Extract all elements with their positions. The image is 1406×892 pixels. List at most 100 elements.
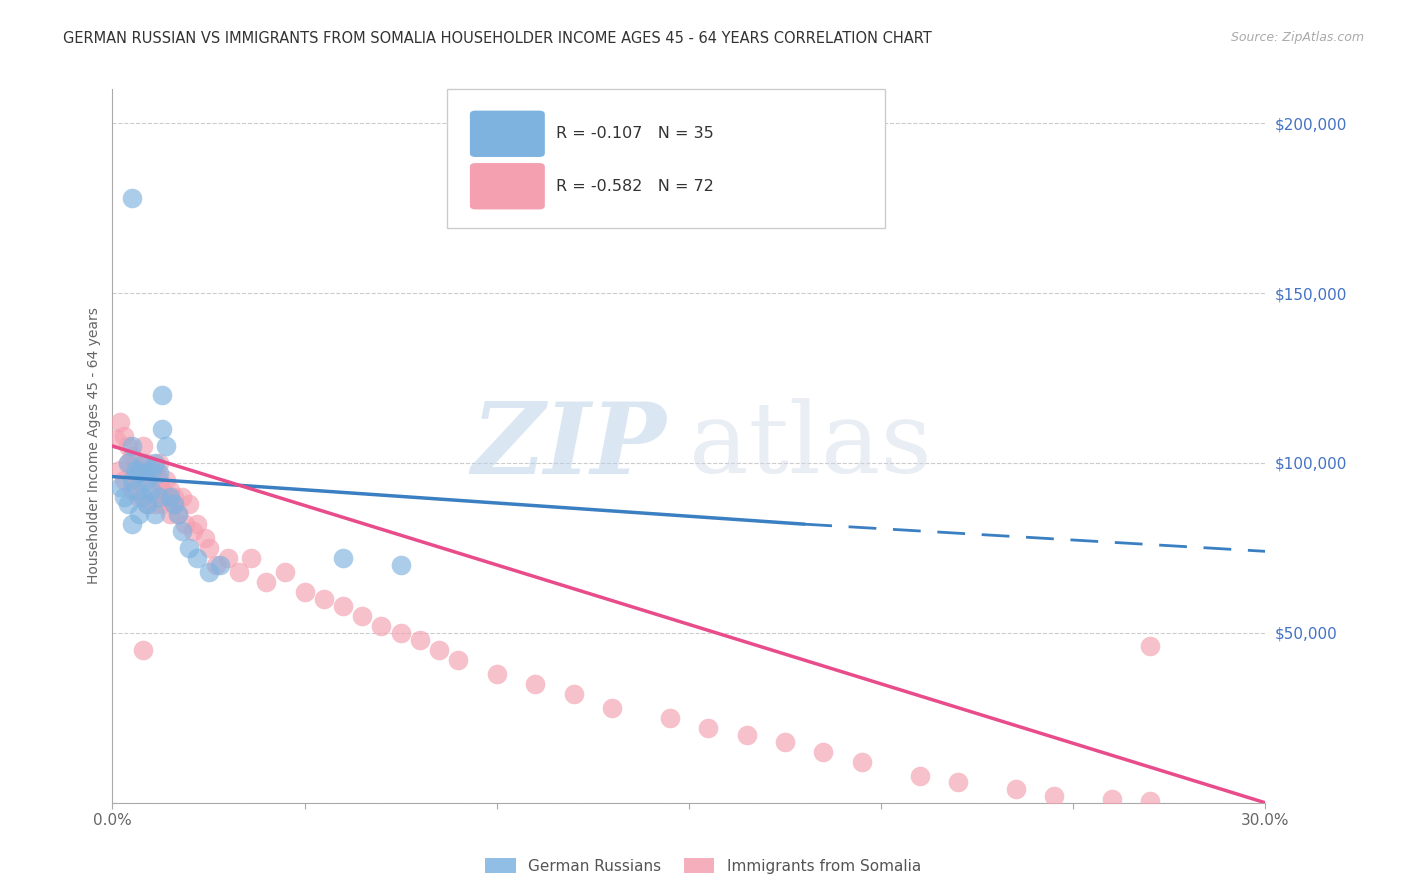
Point [121, 473, 143, 487]
Point [209, 558, 232, 572]
Point [128, 466, 150, 480]
Point [143, 497, 166, 511]
Point [600, 700, 623, 714]
Point [155, 439, 177, 453]
Point [312, 591, 335, 606]
Point [1004, 782, 1026, 797]
Point [121, 449, 143, 463]
Point [197, 541, 219, 555]
Point [908, 769, 931, 783]
Point [166, 507, 188, 521]
Point [205, 558, 228, 572]
Text: ZIP: ZIP [471, 398, 666, 494]
Point [121, 191, 143, 205]
Point [132, 466, 155, 480]
Point [128, 490, 150, 504]
Point [155, 473, 177, 487]
Point [132, 439, 155, 453]
Point [136, 497, 159, 511]
Point [163, 490, 186, 504]
Point [159, 490, 181, 504]
FancyBboxPatch shape [447, 89, 884, 228]
Point [112, 473, 135, 487]
Point [143, 463, 166, 477]
Point [112, 429, 135, 443]
Point [1139, 640, 1161, 654]
Point [170, 490, 193, 504]
Point [121, 483, 143, 498]
Point [524, 677, 547, 691]
Point [108, 415, 131, 429]
Point [143, 507, 166, 521]
Point [166, 507, 188, 521]
Point [132, 456, 155, 470]
Point [179, 497, 201, 511]
Point [217, 551, 239, 566]
Point [139, 463, 162, 477]
Point [132, 643, 155, 657]
Point [155, 490, 177, 504]
Point [136, 473, 159, 487]
Point [108, 480, 131, 494]
Text: atlas: atlas [689, 398, 932, 494]
Point [332, 599, 354, 613]
Point [139, 483, 162, 498]
Point [813, 745, 835, 759]
Point [254, 574, 277, 589]
Point [128, 507, 150, 521]
Point [148, 456, 170, 470]
Point [163, 497, 186, 511]
Y-axis label: Householder Income Ages 45 - 64 years: Householder Income Ages 45 - 64 years [87, 308, 101, 584]
Point [152, 388, 174, 402]
Point [186, 551, 208, 566]
Point [851, 755, 873, 769]
Point [112, 490, 135, 504]
Point [697, 721, 720, 735]
Point [139, 483, 162, 498]
Point [352, 608, 374, 623]
Point [186, 517, 208, 532]
Point [194, 531, 217, 545]
Point [179, 541, 201, 555]
Legend: German Russians, Immigrants from Somalia: German Russians, Immigrants from Somalia [479, 852, 927, 880]
Point [152, 497, 174, 511]
Point [562, 687, 585, 701]
Point [427, 643, 450, 657]
Point [389, 558, 412, 572]
Point [370, 619, 392, 633]
Point [946, 775, 969, 789]
Text: R = -0.582   N = 72: R = -0.582 N = 72 [557, 178, 714, 194]
Point [485, 666, 508, 681]
Point [121, 439, 143, 453]
Text: GERMAN RUSSIAN VS IMMIGRANTS FROM SOMALIA HOUSEHOLDER INCOME AGES 45 - 64 YEARS : GERMAN RUSSIAN VS IMMIGRANTS FROM SOMALI… [63, 31, 932, 46]
Point [159, 483, 181, 498]
Point [108, 463, 131, 477]
Point [159, 507, 181, 521]
Point [124, 473, 146, 487]
Point [143, 456, 166, 470]
Point [294, 585, 316, 599]
Point [117, 456, 139, 470]
Point [148, 490, 170, 504]
FancyBboxPatch shape [470, 111, 544, 157]
Point [409, 632, 432, 647]
Point [332, 551, 354, 566]
Point [174, 517, 197, 532]
Point [447, 653, 470, 667]
Point [128, 463, 150, 477]
Point [117, 456, 139, 470]
Point [121, 517, 143, 532]
Text: Source: ZipAtlas.com: Source: ZipAtlas.com [1230, 31, 1364, 45]
Point [124, 463, 146, 477]
Point [1043, 789, 1066, 803]
Point [228, 565, 250, 579]
Point [735, 728, 758, 742]
Point [105, 432, 128, 446]
Point [117, 497, 139, 511]
Point [124, 456, 146, 470]
Point [152, 422, 174, 436]
Point [152, 483, 174, 498]
Point [139, 466, 162, 480]
Point [181, 524, 204, 538]
Point [136, 456, 159, 470]
